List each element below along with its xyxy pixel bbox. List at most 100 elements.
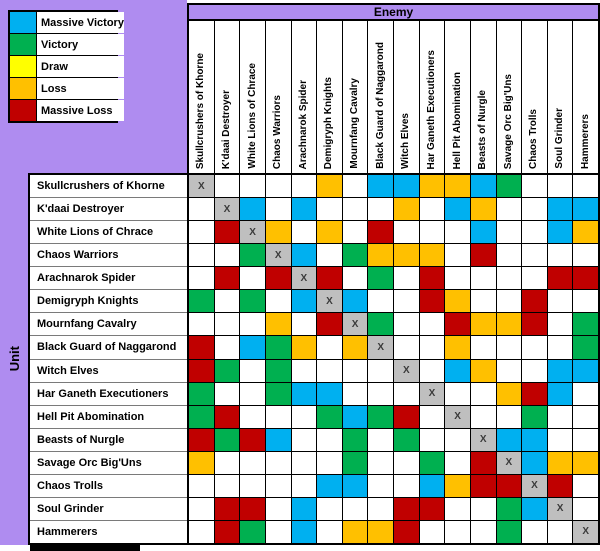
- matrix-cell: [496, 290, 522, 313]
- matrix-cell: [368, 290, 393, 313]
- matrix-cell: [317, 359, 342, 382]
- matrix-cell-self: X: [265, 244, 291, 267]
- matrix-cell: [470, 405, 496, 428]
- column-header-label: Har Ganeth Executioners: [425, 49, 437, 169]
- matrix-cell: [419, 313, 445, 336]
- legend-swatch-loss: [10, 78, 36, 99]
- matrix-cell: [291, 290, 317, 313]
- matrix-cell: [470, 359, 496, 382]
- matrix-cell: [189, 313, 214, 336]
- matrix-cell: [342, 221, 368, 244]
- column-header-label: Chaos Trolls: [528, 108, 540, 169]
- matrix-cell: [419, 175, 445, 198]
- matrix-cell: [342, 290, 368, 313]
- matrix-cell: [214, 267, 240, 290]
- matrix-cell: [214, 290, 240, 313]
- matrix-cell: [470, 313, 496, 336]
- matrix-cell: [445, 267, 470, 290]
- matrix-cell: [240, 290, 265, 313]
- matrix-cell: [573, 221, 598, 244]
- matrix-cell: [573, 497, 598, 520]
- matrix-cell: [214, 428, 240, 451]
- matrix-cell: [240, 474, 265, 497]
- matrix-cell: [419, 336, 445, 359]
- column-header: Demigryph Knights: [317, 21, 342, 173]
- matrix-cell: [470, 175, 496, 198]
- matrix-cell: [342, 267, 368, 290]
- matrix-cell: [394, 221, 419, 244]
- matrix-cell: [522, 198, 547, 221]
- matrix-cell: [189, 244, 214, 267]
- matrix-cell: [189, 359, 214, 382]
- matrix-cell: [394, 267, 419, 290]
- matrix-cell: [522, 428, 547, 451]
- matrix-cell: [419, 221, 445, 244]
- matrix-cell: [342, 198, 368, 221]
- matrix-cell: [445, 451, 470, 474]
- matrix-cell: [394, 198, 419, 221]
- matrix-cell: [419, 451, 445, 474]
- matrix-cell: [445, 474, 470, 497]
- matrix-cell: [240, 175, 265, 198]
- matrix-cell: [240, 451, 265, 474]
- column-header: Har Ganeth Executioners: [419, 21, 445, 173]
- matrix-cell-self: X: [189, 175, 214, 198]
- matrix-cell: [291, 359, 317, 382]
- matrix-cell: [189, 382, 214, 405]
- matrix-cell-self: X: [445, 405, 470, 428]
- row-header: K'daai Destroyer: [30, 198, 187, 221]
- matrix-cell: [240, 382, 265, 405]
- unit-axis-title: Unit: [0, 173, 28, 545]
- matrix-cell: [214, 382, 240, 405]
- matrix-cell: [496, 359, 522, 382]
- matrix-cell: [189, 405, 214, 428]
- matrix-cell: [265, 267, 291, 290]
- column-header: Skullcrushers of Khorne: [189, 21, 214, 173]
- matrix-cell: [496, 520, 522, 543]
- matrix-cell: [445, 336, 470, 359]
- matrix-cell: [470, 520, 496, 543]
- matrix-cell: [470, 221, 496, 244]
- column-header-label: Soul Grinder: [554, 108, 566, 169]
- matrix-cell: [317, 175, 342, 198]
- matrix-cell: [445, 221, 470, 244]
- matrix-cell-self: X: [291, 267, 317, 290]
- matrix-cell: [394, 382, 419, 405]
- matrix-cell: [214, 497, 240, 520]
- matrix-cell: [573, 382, 598, 405]
- matrix-cell: [547, 382, 573, 405]
- matrix-cell: [573, 198, 598, 221]
- matrix-cell: [342, 244, 368, 267]
- matrix-cell: [368, 221, 393, 244]
- legend-label-massive-victory: Massive Victory: [37, 12, 124, 33]
- matrix-cell: [317, 198, 342, 221]
- row-header: Beasts of Nurgle: [30, 428, 187, 451]
- matrix-cell: [240, 428, 265, 451]
- legend-label-loss: Loss: [37, 78, 124, 99]
- matrix-cell: [368, 313, 393, 336]
- matrix-cell: [522, 451, 547, 474]
- matrix-cell: [522, 244, 547, 267]
- matrix-cell: [342, 175, 368, 198]
- matrix-cell: [317, 336, 342, 359]
- column-header-label: Arachnarok Spider: [297, 79, 309, 169]
- matrix-cell: [522, 313, 547, 336]
- matrix-cell: [394, 497, 419, 520]
- matrix-cell: [445, 497, 470, 520]
- matrix-cell: [291, 405, 317, 428]
- matrix-cell: [547, 198, 573, 221]
- matrix-cell: [573, 175, 598, 198]
- column-header: Hammerers: [573, 21, 598, 173]
- matrix-cell: [547, 175, 573, 198]
- matrix-cell: [317, 244, 342, 267]
- matrix-cell: [291, 313, 317, 336]
- matrix-cell: [291, 497, 317, 520]
- matrix-cell: [291, 451, 317, 474]
- matrix-cell: [342, 428, 368, 451]
- matrix-cell: [368, 497, 393, 520]
- matrix-cell: [470, 267, 496, 290]
- legend: Massive Victory Victory Draw Loss Massiv…: [8, 10, 124, 123]
- matrix-cell-self: X: [240, 221, 265, 244]
- matrix-cell: [547, 313, 573, 336]
- column-header: Chaos Warriors: [265, 21, 291, 173]
